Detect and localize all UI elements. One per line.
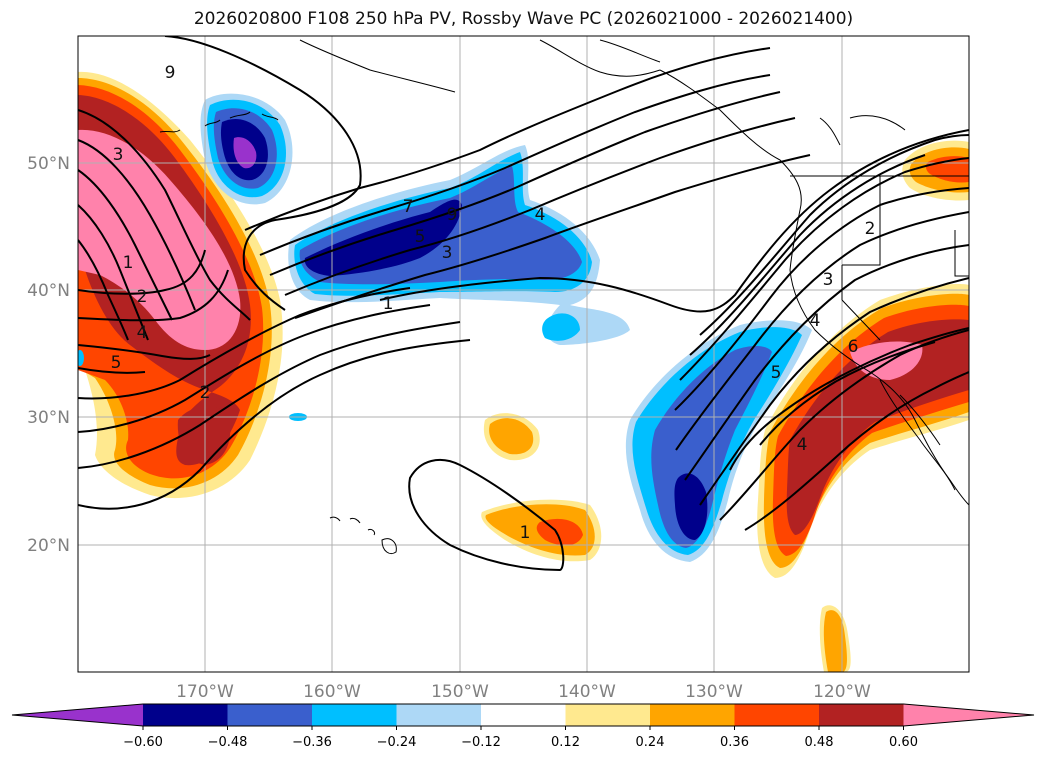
contour-label: 4 bbox=[810, 311, 821, 331]
lon-label-120w: 120°W bbox=[813, 682, 871, 702]
colorbar-segment bbox=[481, 704, 566, 726]
colorbar-segment bbox=[734, 704, 820, 726]
colorbar-tick-label: −0.36 bbox=[292, 735, 332, 750]
lon-label-160w: 160°W bbox=[303, 682, 361, 702]
colorbar-tick-label: 0.36 bbox=[720, 735, 749, 750]
lat-label-40n: 40°N bbox=[27, 281, 70, 301]
colorbar-segment bbox=[143, 704, 228, 726]
north-negative-blob bbox=[200, 93, 293, 205]
contour-label: 2 bbox=[137, 287, 148, 307]
colorbar-segment bbox=[227, 704, 313, 726]
coastlines bbox=[159, 39, 969, 554]
contour-label: 4 bbox=[535, 205, 546, 225]
contour-label: 2 bbox=[865, 219, 876, 239]
colorbar-tick-label: 0.60 bbox=[889, 735, 918, 750]
contour-label: 3 bbox=[442, 243, 453, 263]
colorbar-segment bbox=[312, 704, 397, 726]
colorbar-tick-label: 0.48 bbox=[805, 735, 834, 750]
colorbar-segment bbox=[12, 704, 143, 726]
colorbar-segment bbox=[903, 704, 1034, 726]
contour-label: 5 bbox=[771, 363, 782, 383]
lon-label-150w: 150°W bbox=[431, 682, 489, 702]
bottom-positive-patch bbox=[819, 605, 851, 672]
lon-label-170w: 170°W bbox=[176, 682, 234, 702]
colorbar-segment bbox=[819, 704, 904, 726]
colorbar-tick-label: 0.24 bbox=[636, 735, 665, 750]
colorbar-tick-label: −0.12 bbox=[461, 735, 501, 750]
colorbar: −0.60 −0.48 −0.36 −0.24 −0.12 0.12 0.24 0.36 0.4… bbox=[11, 703, 1035, 750]
lon-label-140w: 140°W bbox=[558, 682, 616, 702]
colorbar-tick-label: −0.60 bbox=[123, 735, 163, 750]
map-border bbox=[77, 35, 970, 673]
contour-label: 9 bbox=[447, 205, 458, 225]
contour-label: 1 bbox=[123, 253, 134, 273]
lat-label-20n: 20°N bbox=[27, 536, 70, 556]
contour-label: 1 bbox=[520, 523, 531, 543]
central-positive-blobs bbox=[481, 413, 602, 562]
contour-label: 1 bbox=[383, 294, 394, 314]
lon-label-130w: 130°W bbox=[685, 682, 743, 702]
lat-label-30n: 30°N bbox=[27, 408, 70, 428]
colorbar-segment bbox=[396, 704, 482, 726]
graticule bbox=[78, 36, 969, 672]
contour-label: 5 bbox=[415, 227, 426, 247]
colorbar-tick-label: 0.12 bbox=[551, 735, 580, 750]
contour-label: 7 bbox=[403, 197, 414, 217]
contour-label: 5 bbox=[111, 353, 122, 373]
contour-label: 9 bbox=[165, 63, 176, 83]
colorbar-tick-label: −0.24 bbox=[377, 735, 417, 750]
colorbar-tick-label: −0.48 bbox=[208, 735, 248, 750]
contour-label: 3 bbox=[113, 145, 124, 165]
latitude-labels: 50°N 40°N 30°N 20°N bbox=[27, 154, 70, 556]
contour-label: 2 bbox=[200, 383, 211, 403]
contour-label: 6 bbox=[848, 337, 859, 357]
colorbar-segment bbox=[650, 704, 735, 726]
contour-label: 4 bbox=[137, 323, 148, 343]
contour-label: 4 bbox=[797, 435, 808, 455]
contour-label: 3 bbox=[823, 270, 834, 290]
map-title: 2026020800 F108 250 hPa PV, Rossby Wave … bbox=[193, 9, 854, 29]
edge-negative-mark bbox=[78, 350, 84, 366]
rossby-wave-contours bbox=[78, 36, 969, 572]
contour-labels: 9 3 1 2 4 5 2 7 9 5 3 4 1 1 5 2 3 4 6 4 bbox=[111, 63, 876, 543]
colorbar-segment bbox=[565, 704, 651, 726]
longitude-labels: 170°W 160°W 150°W 140°W 130°W 120°W bbox=[176, 682, 871, 702]
lat-label-50n: 50°N bbox=[27, 154, 70, 174]
east-negative-anomaly bbox=[625, 320, 812, 562]
